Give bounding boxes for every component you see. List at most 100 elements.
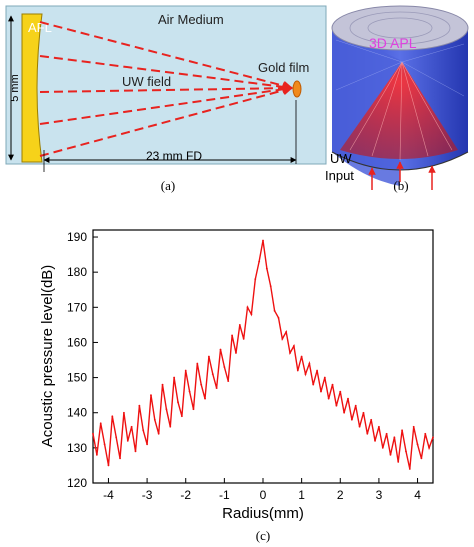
- x-tick-label: 2: [337, 488, 344, 502]
- input-arrows: [368, 161, 436, 190]
- data-point: [358, 425, 361, 428]
- data-point: [123, 411, 125, 414]
- top-ring-1: [349, 11, 451, 45]
- data-point: [92, 432, 94, 435]
- data-point: [95, 453, 98, 456]
- data-point: [211, 373, 214, 375]
- data-point: [134, 450, 137, 453]
- input-label-uw: UW: [330, 151, 352, 166]
- panel-a-caption: (a): [161, 178, 175, 193]
- data-point: [227, 380, 230, 382]
- cylinder-streaks: [335, 39, 465, 97]
- data-point: [180, 415, 183, 418]
- data-point: [335, 404, 338, 407]
- data-point: [238, 323, 241, 326]
- data-point: [119, 457, 121, 460]
- x-tick-label: -3: [142, 488, 153, 502]
- data-point: [200, 383, 203, 386]
- data-point: [350, 418, 353, 421]
- input-label-input: Input: [325, 168, 354, 183]
- data-point: [343, 411, 346, 414]
- data-point: [246, 306, 249, 309]
- data-point: [289, 352, 291, 354]
- data-point: [331, 383, 334, 386]
- lens-label: AFL: [28, 20, 52, 35]
- data-point: [196, 362, 199, 365]
- data-point: [99, 422, 102, 425]
- data-point: [428, 446, 431, 449]
- beam-streaks: [349, 61, 453, 161]
- data-point: [362, 411, 365, 414]
- data-point: [250, 313, 253, 316]
- y-tick-label: 130: [67, 441, 87, 455]
- gold-film-label: Gold film: [258, 60, 309, 75]
- data-point: [393, 436, 396, 439]
- data-point: [401, 429, 403, 432]
- data-point: [223, 366, 226, 368]
- data-point: [115, 436, 118, 439]
- data-point: [424, 432, 427, 435]
- data-point: [316, 369, 318, 372]
- data-point: [130, 425, 133, 428]
- data-point: [103, 443, 106, 446]
- data-point: [235, 352, 237, 354]
- data-point: [366, 432, 369, 435]
- data-point: [111, 415, 114, 418]
- x-tick-label: 4: [414, 488, 421, 502]
- data-point: [219, 348, 222, 351]
- y-axis-label: Acoustic pressure level(dB): [39, 265, 56, 448]
- data-point: [420, 457, 423, 460]
- panel-b-caption: (b): [393, 178, 408, 193]
- x-tick-label: -1: [219, 488, 230, 502]
- data-point: [405, 450, 407, 453]
- data-point: [142, 429, 145, 432]
- data-point: [389, 453, 392, 456]
- data-point: [107, 464, 110, 467]
- data-point: [378, 425, 380, 428]
- x-tick-label: -2: [180, 488, 191, 502]
- data-point: [281, 338, 284, 340]
- data-point: [416, 443, 419, 446]
- data-point: [327, 397, 330, 400]
- data-point: [308, 362, 311, 365]
- data-point: [177, 401, 179, 404]
- data-point: [412, 425, 415, 428]
- data-point: [269, 285, 272, 288]
- data-point: [354, 404, 357, 407]
- panel-b-title: 3D APL: [369, 35, 417, 51]
- data-point: [432, 436, 434, 439]
- data-point: [126, 439, 129, 442]
- uw-field-rays: [39, 21, 293, 157]
- data-point: [146, 443, 148, 446]
- y-tick-label: 160: [67, 335, 87, 349]
- data-point: [408, 468, 411, 470]
- x-tick-label: 0: [260, 488, 267, 502]
- data-point: [385, 432, 388, 435]
- y-tick-label: 180: [67, 265, 87, 279]
- focused-beam: [340, 62, 458, 159]
- data-point: [304, 373, 307, 375]
- data-point: [254, 278, 257, 281]
- data-point: [184, 369, 187, 372]
- data-point: [370, 418, 373, 421]
- data-point: [161, 383, 164, 386]
- data-point: [339, 390, 342, 393]
- y-tick-label: 190: [67, 230, 87, 244]
- data-point: [320, 390, 322, 393]
- x-axis-ticks: -4 -3 -2 -1 0 1 2 3 4: [103, 478, 421, 502]
- panel-a-background: [5, 5, 327, 165]
- x-tick-label: 3: [376, 488, 383, 502]
- y-tick-label: 120: [67, 476, 87, 490]
- data-point: [258, 260, 261, 263]
- panel-a: 5 mm AFL Air Medium UW field Gold film 2…: [5, 5, 327, 193]
- data-point: [296, 369, 299, 372]
- data-point: [273, 309, 276, 312]
- panel-c-chart: 120 130 140 150 160 170 180 190 -4 -3 -2 -1 0 1 2 3 4 A…: [39, 229, 434, 543]
- data-point: [347, 397, 349, 400]
- data-point: [323, 376, 326, 379]
- plot-frame: [92, 229, 434, 484]
- top-ring-2: [367, 17, 433, 39]
- gold-film-target: [292, 80, 302, 98]
- y-tick-label: 170: [67, 300, 87, 314]
- data-point: [150, 394, 152, 397]
